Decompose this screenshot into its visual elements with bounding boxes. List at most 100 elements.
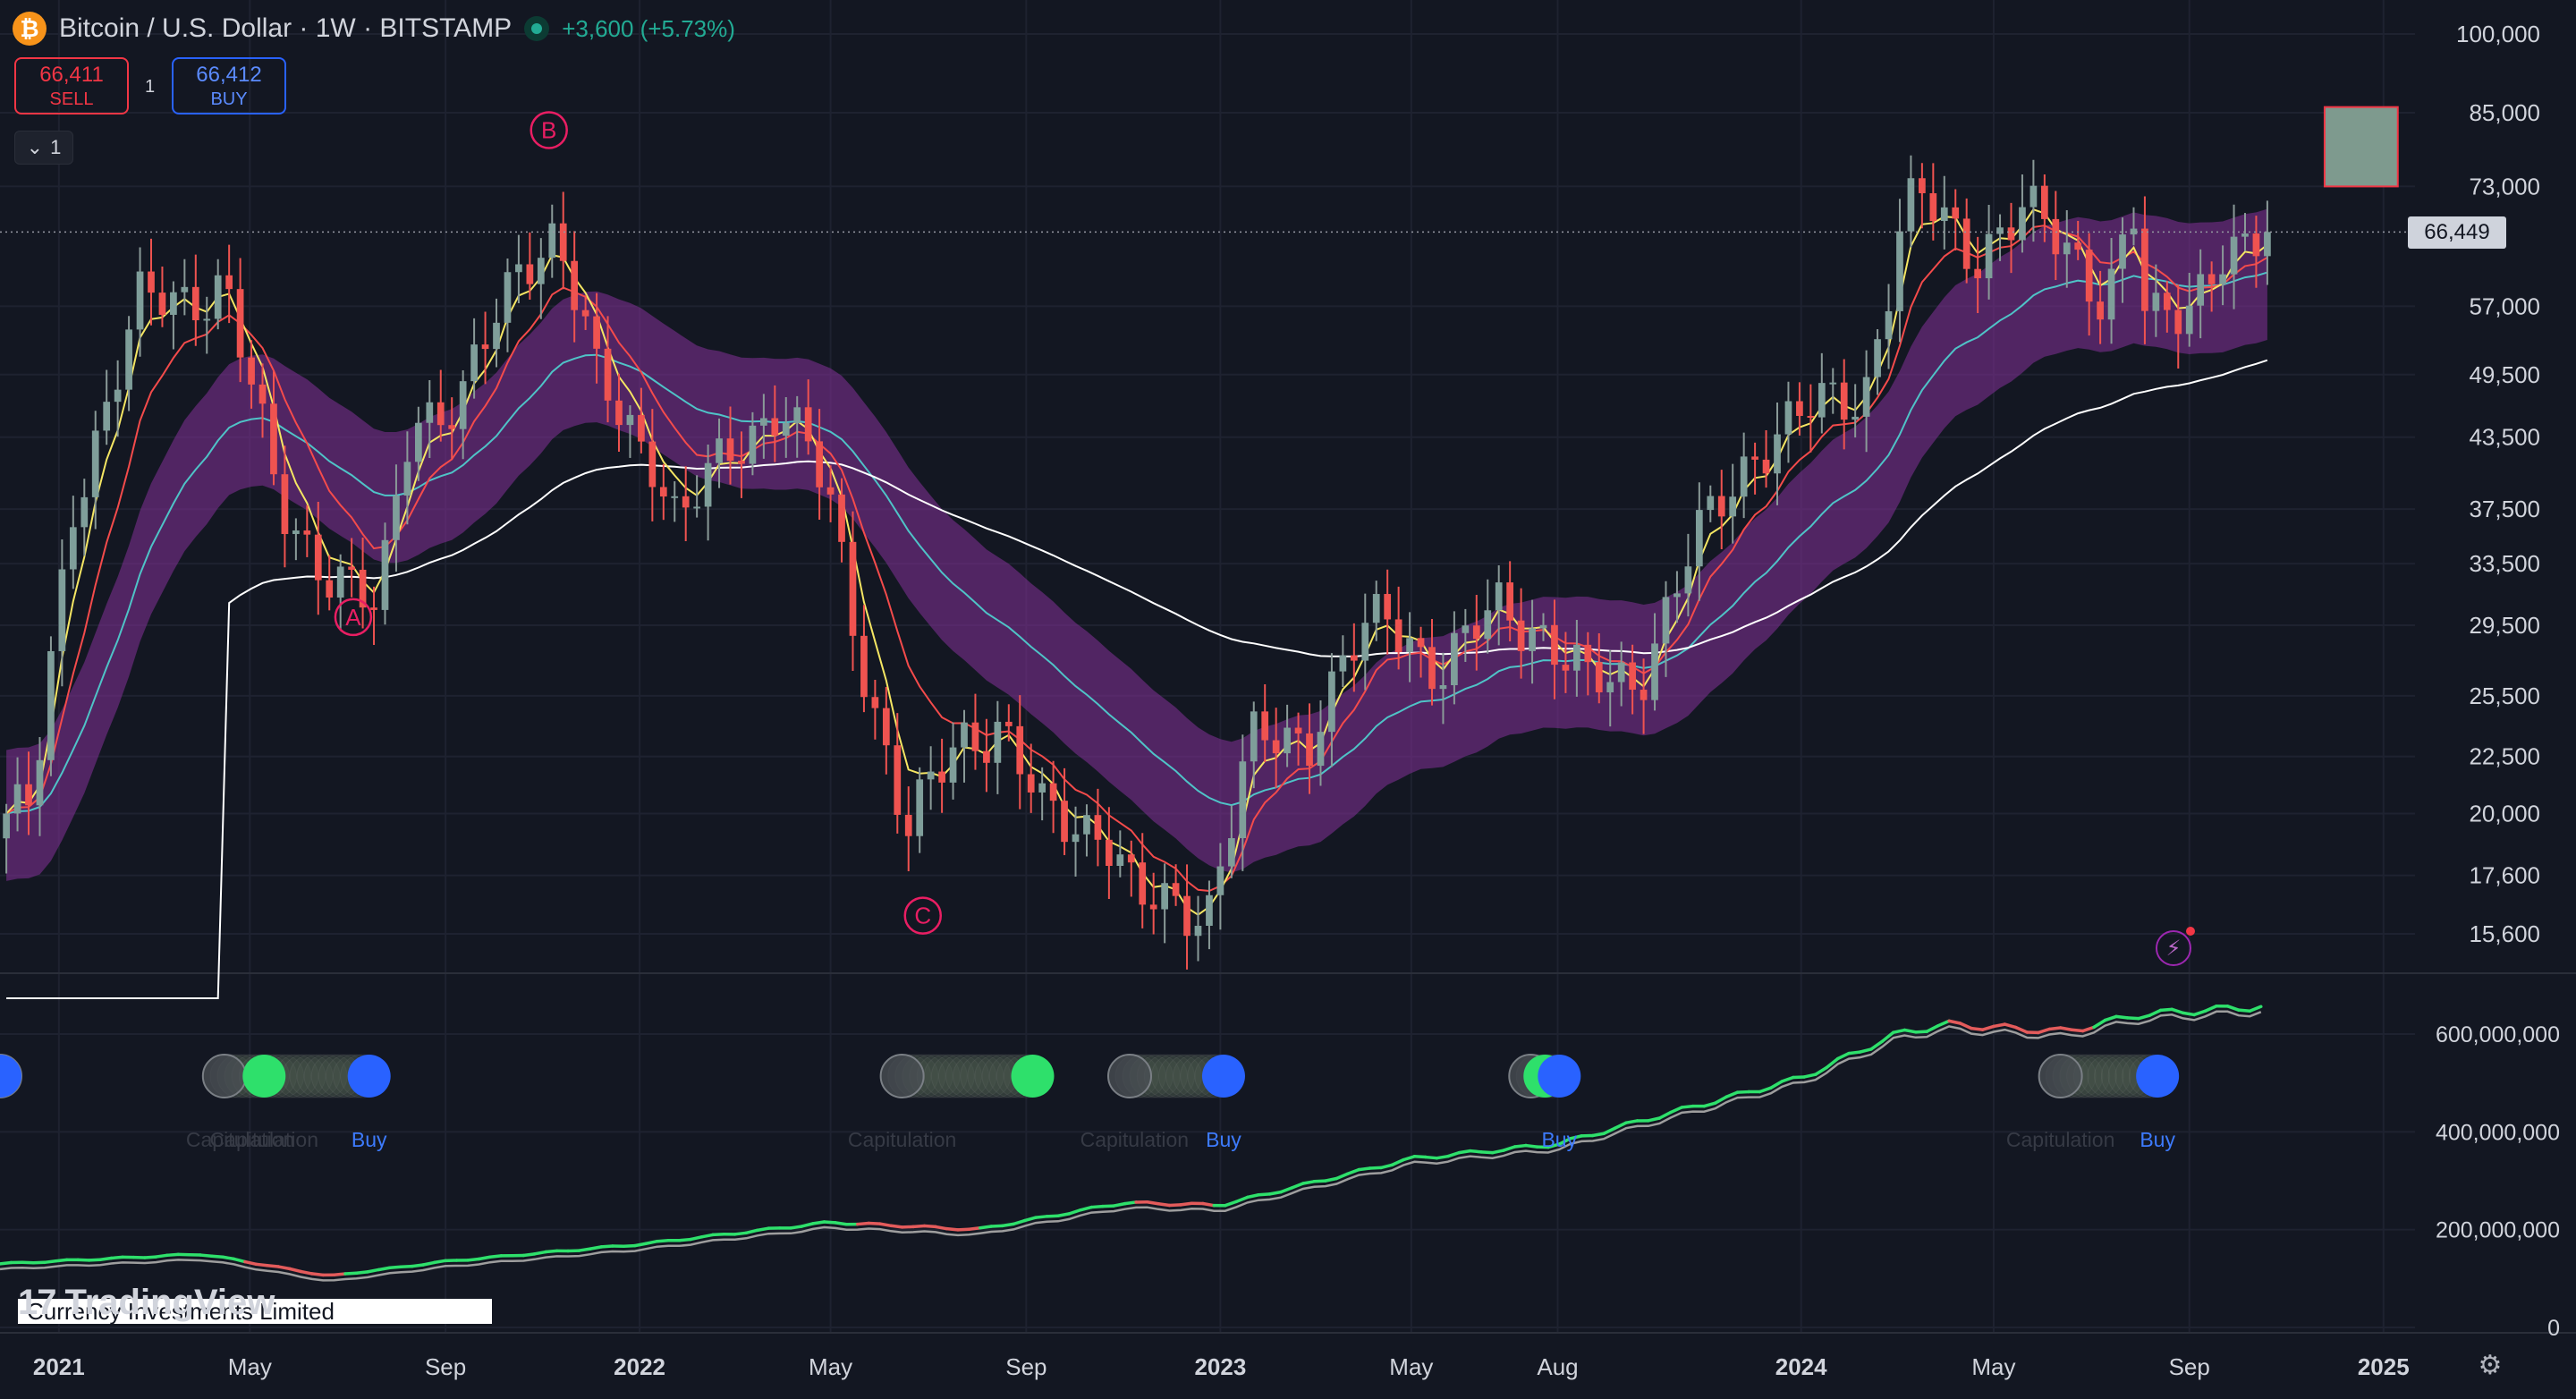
- obv-segment: [677, 1237, 692, 1242]
- candle-body: [25, 784, 32, 806]
- candle: [248, 340, 255, 409]
- candle: [1227, 805, 1235, 878]
- candle: [1261, 684, 1269, 762]
- candle-body: [693, 506, 701, 509]
- buy-button[interactable]: 66,412 BUY: [172, 57, 286, 114]
- candle: [2207, 261, 2216, 312]
- candle-body: [1372, 594, 1380, 623]
- candle: [615, 373, 623, 453]
- price-tick-label: 17,600: [2469, 862, 2540, 889]
- candle: [760, 394, 767, 459]
- obv-segment: [1925, 1024, 1940, 1033]
- candle-body: [448, 425, 456, 429]
- obv-segment: [1179, 1201, 1194, 1207]
- candle: [1517, 588, 1525, 679]
- candle: [2264, 200, 2271, 285]
- candle-body: [2074, 242, 2082, 250]
- candle-body: [1339, 655, 1347, 672]
- candle-body: [459, 381, 467, 429]
- signal-dot-group: [1107, 1054, 1245, 1098]
- obv-segment: [1357, 1166, 1372, 1172]
- indicator-collapse-button[interactable]: ⌄ 1: [14, 131, 73, 165]
- candle: [1662, 581, 1670, 677]
- symbol-title[interactable]: Bitcoin / U.S. Dollar · 1W · BITSTAMP: [59, 13, 513, 43]
- candle: [69, 496, 77, 589]
- candle-body: [1584, 644, 1592, 663]
- candle-body: [871, 697, 879, 708]
- chevron-down-icon: ⌄: [26, 136, 44, 158]
- candle-body: [1194, 925, 1202, 937]
- candle: [983, 718, 990, 793]
- signal-dot-trail: [945, 1054, 990, 1098]
- obv-segment: [1970, 1026, 1985, 1031]
- obv-segment: [956, 1227, 971, 1232]
- price-axis: 100,000 85,000 73,000 57,000 49,500 43,500 37,…: [2456, 21, 2540, 947]
- obv-segment: [934, 1225, 949, 1231]
- buy-signal-label: Buy: [1206, 1128, 1241, 1151]
- obv-segment: [622, 1243, 637, 1248]
- signal-dot-start: [2038, 1054, 2083, 1098]
- obv-segment: [1335, 1172, 1350, 1181]
- candle: [1996, 214, 2004, 261]
- candle: [481, 311, 489, 385]
- obv-segment: [1145, 1200, 1160, 1206]
- obv-segment: [1657, 1110, 1673, 1120]
- candle: [1796, 382, 1803, 436]
- candle: [493, 298, 500, 368]
- obv-signal-line: [0, 1010, 2262, 1282]
- tradingview-brand: TradingView: [64, 1283, 275, 1322]
- candle-body: [1662, 597, 1670, 644]
- signal-dot-trail: [960, 1054, 1004, 1098]
- candle: [13, 757, 21, 832]
- candle: [1551, 599, 1558, 700]
- obv-segment: [945, 1226, 960, 1232]
- candle-body: [938, 771, 945, 783]
- candle: [749, 411, 757, 476]
- candle: [581, 295, 589, 330]
- candle: [659, 463, 667, 521]
- signal-dot-end: [1011, 1055, 1055, 1098]
- market-status-icon[interactable]: [524, 16, 550, 41]
- obv-segment: [1713, 1095, 1728, 1105]
- candle-body: [1216, 866, 1224, 895]
- candle-body: [13, 784, 21, 814]
- candle-body: [1406, 638, 1413, 652]
- candle-body: [1962, 218, 1970, 269]
- obv-segment: [599, 1244, 614, 1249]
- candle-body: [2063, 242, 2071, 255]
- target-zone: [2323, 106, 2399, 188]
- price-tick-label: 57,000: [2469, 293, 2540, 319]
- obv-segment: [1022, 1216, 1038, 1223]
- candle: [1439, 652, 1447, 725]
- candle-body: [515, 264, 522, 273]
- candles: [3, 155, 2271, 970]
- candle: [1762, 429, 1770, 488]
- indicator-count: 1: [50, 136, 62, 158]
- candle: [2085, 233, 2093, 336]
- signal-dot-trail: [937, 1054, 982, 1098]
- candle: [1339, 635, 1347, 687]
- obv-segment: [410, 1263, 425, 1268]
- candle: [626, 405, 634, 458]
- candle: [537, 238, 545, 319]
- candle-body: [1227, 838, 1235, 867]
- candle-body: [1061, 801, 1068, 843]
- candle-body: [258, 384, 267, 404]
- candle-body: [659, 487, 667, 497]
- candle-body: [1384, 594, 1392, 620]
- obv-segment: [1958, 1022, 1973, 1030]
- candle-body: [983, 750, 990, 763]
- candle-body: [726, 438, 734, 462]
- tradingview-watermark[interactable]: 17 TradingView: [18, 1283, 275, 1323]
- candle-body: [1729, 496, 1737, 517]
- gear-icon[interactable]: ⚙: [2478, 1350, 2503, 1380]
- candle: [1852, 384, 1860, 438]
- candle: [1985, 205, 1993, 300]
- sell-button[interactable]: 66,411 SELL: [14, 57, 129, 114]
- obv-segment: [1513, 1143, 1528, 1149]
- candle: [1729, 463, 1737, 544]
- candle: [1462, 608, 1470, 662]
- lightning-alert-icon[interactable]: ⚡: [2156, 927, 2195, 966]
- obv-segment: [1201, 1201, 1216, 1208]
